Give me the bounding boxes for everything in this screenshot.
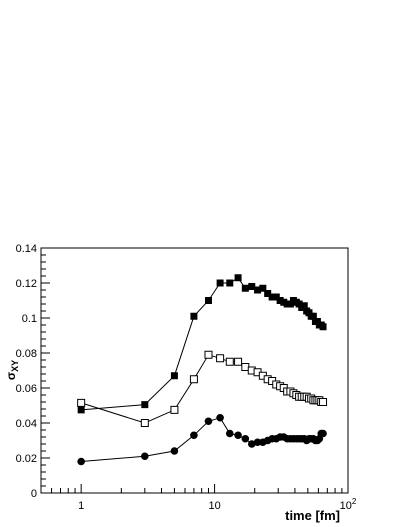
y-tick-label: 0.04 bbox=[16, 418, 37, 430]
data-point-filled-square bbox=[190, 312, 198, 320]
data-point-filled-square bbox=[254, 286, 262, 294]
data-point-open-square bbox=[77, 398, 86, 407]
y-tick-label: 0 bbox=[31, 488, 37, 500]
y-tick-label: 0.12 bbox=[16, 278, 37, 290]
x-tick-label: 10 bbox=[208, 500, 220, 512]
axis-tick-labels: 0 0.02 0.04 0.06 0.08 0.1 0.12 0.14 1 10 102 bbox=[16, 243, 357, 512]
data-point-filled-square bbox=[300, 302, 308, 310]
data-point-filled-square bbox=[170, 372, 178, 380]
data-point-filled-square bbox=[248, 283, 256, 290]
y-tick-label: 0.14 bbox=[16, 243, 37, 255]
plot-frame bbox=[40, 247, 349, 494]
data-point-filled-square bbox=[226, 279, 234, 287]
data-point-filled-square bbox=[319, 323, 327, 331]
data-point-open-square bbox=[189, 375, 198, 384]
data-point-open-square bbox=[140, 419, 149, 427]
data-point-filled-square bbox=[216, 279, 224, 287]
y-axis-title: σXY bbox=[4, 360, 20, 380]
data-point-open-square bbox=[225, 357, 234, 366]
axis-ticks bbox=[40, 247, 349, 494]
y-tick-label: 0.08 bbox=[16, 348, 37, 360]
data-point-filled-circle bbox=[241, 434, 250, 443]
data-point-filled-square bbox=[268, 293, 276, 301]
data-point-filled-square bbox=[264, 290, 272, 297]
data-point-open-square bbox=[170, 405, 179, 414]
data-point-open-square bbox=[216, 354, 225, 363]
data-point-open-square bbox=[204, 350, 213, 359]
data-point-filled-square bbox=[276, 297, 284, 304]
y-axis-title-symbol: σ bbox=[4, 372, 18, 380]
data-point-filled-square bbox=[77, 406, 85, 414]
data-point-filled-circle bbox=[216, 413, 224, 422]
x-axis-title: time [fm] bbox=[285, 508, 340, 523]
y-tick-label: 0.02 bbox=[16, 453, 37, 465]
data-point-filled-circle bbox=[204, 417, 213, 426]
data-point-filled-circle bbox=[234, 431, 242, 440]
data-point-filled-circle bbox=[253, 438, 262, 447]
data-point-filled-square bbox=[259, 284, 267, 292]
series-filled-circle bbox=[77, 413, 327, 466]
data-point-filled-circle bbox=[190, 431, 198, 440]
y-axis-title-subscript: XY bbox=[10, 360, 20, 372]
data-point-filled-square bbox=[309, 312, 317, 320]
series-filled-square bbox=[77, 274, 327, 414]
series-layer bbox=[77, 274, 328, 466]
data-point-open-square bbox=[319, 398, 328, 406]
data-point-filled-circle bbox=[170, 447, 179, 455]
data-point-filled-square bbox=[204, 297, 212, 304]
data-point-filled-square bbox=[272, 293, 280, 301]
x-tick-label: 102 bbox=[340, 497, 357, 512]
y-tick-label: 0.06 bbox=[16, 383, 37, 395]
data-point-filled-circle bbox=[141, 452, 149, 461]
data-point-filled-circle bbox=[225, 429, 234, 438]
data-point-filled-circle bbox=[247, 440, 256, 448]
data-point-filled-square bbox=[241, 284, 249, 292]
data-point-filled-square bbox=[234, 274, 242, 282]
y-tick-label: 0.1 bbox=[22, 313, 37, 325]
data-point-filled-square bbox=[141, 401, 149, 409]
series-open-square bbox=[77, 350, 328, 427]
data-point-filled-circle bbox=[77, 457, 85, 466]
x-tick-label: 1 bbox=[78, 500, 84, 512]
data-point-filled-circle bbox=[319, 429, 327, 438]
data-point-open-square bbox=[234, 357, 243, 366]
